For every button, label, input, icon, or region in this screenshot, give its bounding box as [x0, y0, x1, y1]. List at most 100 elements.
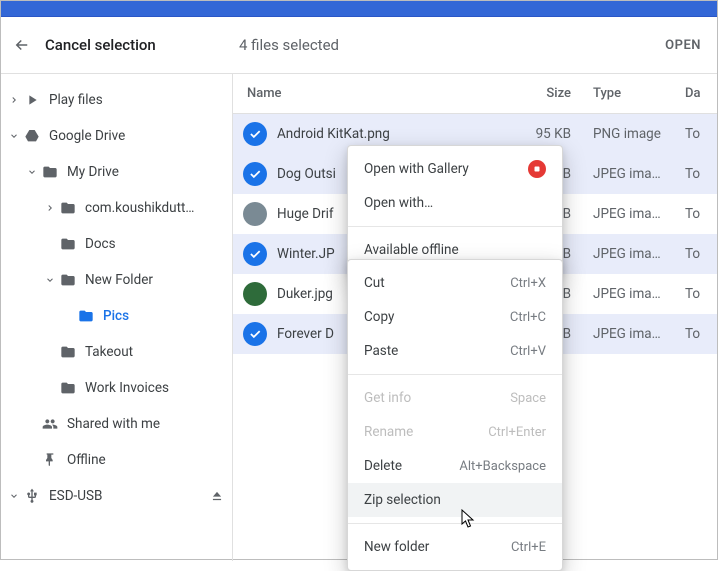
folder-icon — [59, 236, 77, 252]
check-icon[interactable] — [243, 162, 267, 186]
menu-item[interactable]: Copy Ctrl+C — [348, 300, 562, 334]
usb-icon — [23, 488, 41, 504]
file-thumbnail — [243, 282, 267, 306]
sidebar-item-work-invoices[interactable]: Work Invoices — [1, 370, 232, 406]
file-type: JPEG ima… — [585, 326, 685, 342]
menu-item[interactable]: Open with Gallery — [348, 152, 562, 186]
sidebar-item-label: Pics — [103, 308, 129, 324]
sidebar-item-docs[interactable]: Docs — [1, 226, 232, 262]
chevron-down-icon[interactable] — [5, 491, 23, 501]
menu-item: Get info Space — [348, 381, 562, 415]
column-name[interactable]: Name — [247, 86, 513, 101]
folder-icon — [77, 308, 95, 324]
menu-item-label: Paste — [364, 343, 398, 359]
menu-item[interactable]: Zip selection — [348, 483, 562, 517]
file-date: To — [685, 126, 717, 142]
file-size: 95 KB — [513, 126, 585, 142]
sidebar-item-label: Work Invoices — [85, 380, 169, 396]
chevron-down-icon[interactable] — [23, 167, 41, 177]
selection-status: 4 files selected — [239, 36, 665, 54]
file-thumbnail — [243, 202, 267, 226]
column-date[interactable]: Da — [685, 86, 717, 101]
menu-item[interactable]: Paste Ctrl+V — [348, 334, 562, 368]
table-header: Name Size Type Da — [233, 74, 717, 114]
menu-item-label: Get info — [364, 390, 411, 406]
sidebar-item-pics[interactable]: Pics — [1, 298, 232, 334]
sidebar-item-label: com.koushikdutt… — [85, 200, 194, 216]
cancel-selection-label[interactable]: Cancel selection — [45, 36, 156, 54]
sidebar-item-google-drive[interactable]: Google Drive — [1, 118, 232, 154]
menu-item-label: Cut — [364, 275, 385, 291]
chevron-down-icon[interactable] — [41, 275, 59, 285]
menu-item: RenameCtrl+Enter — [348, 415, 562, 449]
sidebar-item-label: Google Drive — [49, 128, 125, 144]
menu-item-shortcut: Alt+Backspace — [459, 459, 546, 474]
menu-item-shortcut: Ctrl+V — [510, 344, 546, 359]
sidebar-item-label: ESD-USB — [49, 488, 102, 504]
drive-icon — [23, 128, 41, 144]
new-badge-icon — [528, 160, 546, 178]
eject-icon[interactable] — [210, 489, 224, 503]
menu-separator — [348, 523, 562, 524]
menu-item-label: Copy — [364, 309, 394, 325]
folder-icon — [59, 200, 77, 216]
sidebar-item-com-koushikdutta[interactable]: com.koushikdutt… — [1, 190, 232, 226]
file-type: JPEG ima… — [585, 166, 685, 182]
menu-item-shortcut: Space — [510, 391, 546, 406]
chevron-down-icon[interactable] — [5, 131, 23, 141]
file-type: JPEG ima… — [585, 246, 685, 262]
file-date: To — [685, 326, 717, 342]
menu-item-shortcut: Ctrl+Enter — [488, 425, 546, 440]
menu-item-label: Available offline — [364, 242, 459, 258]
file-date: To — [685, 166, 717, 182]
play-icon — [23, 92, 41, 108]
folder-icon — [59, 344, 77, 360]
menu-item[interactable]: Open with… — [348, 186, 562, 220]
folder-icon — [59, 380, 77, 396]
chevron-right-icon[interactable] — [5, 95, 23, 105]
check-icon[interactable] — [243, 122, 267, 146]
sidebar-item-new-folder[interactable]: New Folder — [1, 262, 232, 298]
folder-icon — [59, 272, 77, 288]
sidebar: Play files Google Drive My Drive com.koushi… — [1, 74, 233, 561]
context-menu-open: Open with Gallery Open with… Available off… — [347, 145, 563, 274]
sidebar-item-label: Docs — [85, 236, 116, 252]
file-type: PNG image — [585, 126, 685, 142]
menu-item[interactable]: Delete Alt+Backspace — [348, 449, 562, 483]
toolbar: Cancel selection 4 files selected OPEN — [1, 17, 717, 73]
sidebar-item-shared-with-me[interactable]: Shared with me — [1, 406, 232, 442]
menu-item-shortcut: Ctrl+C — [510, 310, 546, 325]
menu-item-label: Delete — [364, 458, 402, 474]
sidebar-item-my-drive[interactable]: My Drive — [1, 154, 232, 190]
sidebar-item-label: New Folder — [85, 272, 153, 288]
menu-separator — [348, 374, 562, 375]
menu-item[interactable]: Cut Ctrl+X — [348, 266, 562, 300]
window-titlebar — [1, 1, 717, 17]
column-size[interactable]: Size — [513, 86, 585, 101]
chevron-right-icon[interactable] — [41, 203, 59, 213]
file-type: JPEG ima… — [585, 206, 685, 222]
back-arrow-icon[interactable] — [13, 36, 31, 54]
sidebar-item-label: My Drive — [67, 164, 119, 180]
sidebar-item-label: Offline — [67, 452, 106, 468]
check-icon[interactable] — [243, 322, 267, 346]
open-button[interactable]: OPEN — [665, 38, 701, 53]
sidebar-item-takeout[interactable]: Takeout — [1, 334, 232, 370]
context-menu-actions: Cut Ctrl+X Copy Ctrl+C Paste Ctrl+V Get info Sp… — [347, 259, 563, 571]
sidebar-item-play-files[interactable]: Play files — [1, 82, 232, 118]
menu-item-shortcut: Ctrl+X — [510, 276, 546, 291]
folder-icon — [41, 164, 59, 180]
menu-item-label: Zip selection — [364, 492, 441, 508]
shared-icon — [41, 416, 59, 432]
pin-icon — [41, 452, 59, 468]
menu-item[interactable]: New folder Ctrl+E — [348, 530, 562, 564]
menu-item-label: New folder — [364, 539, 429, 555]
menu-item-label: Open with… — [364, 195, 433, 211]
check-icon[interactable] — [243, 242, 267, 266]
sidebar-item-offline[interactable]: Offline — [1, 442, 232, 478]
sidebar-item-label: Play files — [49, 92, 103, 108]
sidebar-item-esd-usb[interactable]: ESD-USB — [1, 478, 232, 514]
menu-item-shortcut: Ctrl+E — [511, 540, 546, 555]
menu-item-label: Open with Gallery — [364, 161, 469, 177]
column-type[interactable]: Type — [585, 86, 685, 101]
